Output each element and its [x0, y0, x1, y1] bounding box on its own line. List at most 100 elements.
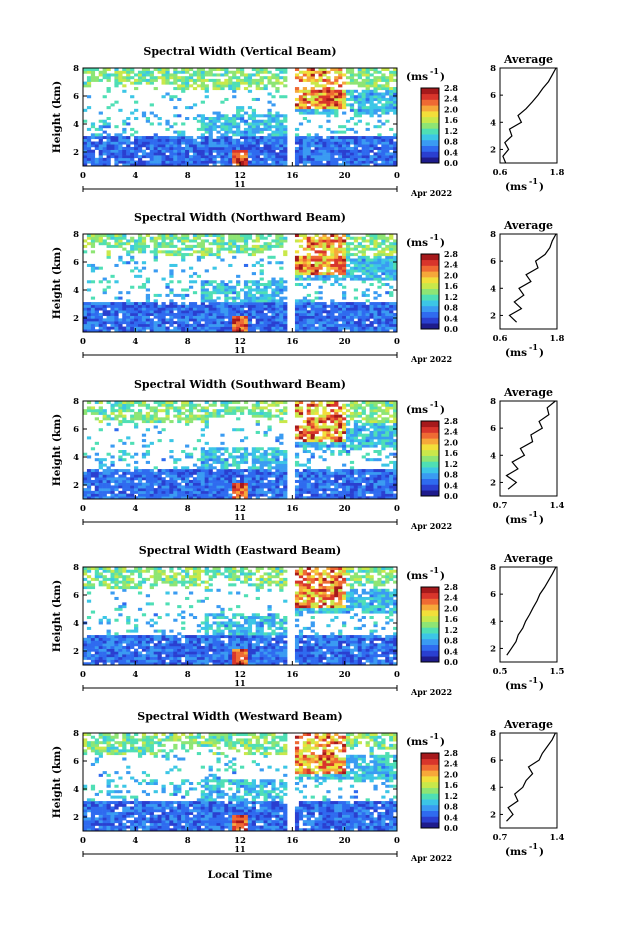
heatmap-cell: [87, 84, 91, 87]
heatmap-cell: [150, 103, 154, 106]
heatmap-cell: [146, 120, 150, 123]
heatmap-cell: [185, 316, 189, 319]
heatmap-cell: [385, 248, 389, 251]
heatmap-cell: [299, 494, 303, 497]
heatmap-cell: [342, 101, 346, 104]
heatmap-cell: [256, 455, 260, 458]
heatmap-cell: [189, 73, 193, 76]
heatmap-cell: [319, 297, 323, 300]
heatmap-cell: [326, 239, 330, 242]
heatmap-cell: [177, 84, 181, 87]
heatmap-cell: [326, 477, 330, 480]
heatmap-cell: [244, 120, 248, 123]
heatmap-cell: [322, 324, 326, 327]
heatmap-cell: [350, 259, 354, 262]
heatmap-cell: [252, 464, 256, 467]
heatmap-cell: [362, 308, 366, 311]
heatmap-cell: [338, 150, 342, 153]
heatmap-cell: [264, 477, 268, 480]
heatmap-cell: [279, 237, 283, 240]
heatmap-cell: [162, 308, 166, 311]
heatmap-cell: [95, 142, 99, 145]
heatmap-cell: [173, 82, 177, 85]
heatmap-cell: [158, 485, 162, 488]
heatmap-cell: [319, 142, 323, 145]
heatmap-cell: [299, 101, 303, 104]
heatmap-cell: [354, 488, 358, 491]
heatmap-cell: [354, 305, 358, 308]
colorbar-segment: [421, 140, 439, 146]
heatmap-cell: [283, 117, 287, 120]
heatmap-cell: [232, 450, 236, 453]
heatmap-cell: [201, 297, 205, 300]
heatmap-cell: [322, 71, 326, 74]
heatmap-cell: [213, 404, 217, 407]
heatmap-cell: [177, 494, 181, 497]
heatmap-cell: [252, 144, 256, 147]
heatmap-cell: [283, 131, 287, 134]
heatmap-cell: [103, 122, 107, 125]
heatmap-cell: [118, 404, 122, 407]
heatmap-cell: [338, 450, 342, 453]
heatmap-cell: [209, 464, 213, 467]
heatmap-cell: [377, 101, 381, 104]
colorbar-segment: [421, 134, 439, 140]
heatmap-cell: [142, 477, 146, 480]
heatmap-cell: [158, 324, 162, 327]
heatmap-cell: [373, 84, 377, 87]
heatmap-cell: [173, 131, 177, 134]
heatmap-cell: [107, 139, 111, 142]
heatmap-cell: [295, 261, 299, 264]
heatmap-cell: [114, 415, 118, 418]
heatmap-cell: [326, 76, 330, 79]
heatmap-cell: [197, 142, 201, 145]
heatmap-cell: [150, 420, 154, 423]
heatmap-cell: [315, 93, 319, 96]
heatmap-cell: [299, 261, 303, 264]
colorbar-tick-label: 2.8: [444, 249, 458, 259]
heatmap-cell: [334, 472, 338, 475]
heatmap-cell: [177, 237, 181, 240]
heatmap-cell: [134, 412, 138, 415]
heatmap-cell: [118, 480, 122, 483]
heatmap-cell: [228, 280, 232, 283]
heatmap-cell: [279, 278, 283, 281]
heatmap-cell: [110, 485, 114, 488]
heatmap-cell: [130, 313, 134, 316]
heatmap-cell: [91, 250, 95, 253]
heatmap-cell: [189, 316, 193, 319]
heatmap-cell: [107, 73, 111, 76]
heatmap-cell: [252, 120, 256, 123]
heatmap-cell: [122, 318, 126, 321]
heatmap-cell: [193, 272, 197, 275]
heatmap-cell: [326, 142, 330, 145]
heatmap-cell: [122, 261, 126, 264]
heatmap-cell: [193, 327, 197, 330]
heatmap-cell: [103, 308, 107, 311]
heatmap-cell: [150, 324, 154, 327]
heatmap-cell: [224, 155, 228, 158]
heatmap-cell: [279, 76, 283, 79]
heatmap-cell: [279, 245, 283, 248]
heatmap-cell: [271, 475, 275, 478]
heatmap-cell: [311, 310, 315, 313]
heatmap-cell: [346, 439, 350, 442]
heatmap-cell: [267, 488, 271, 491]
heatmap-cell: [381, 324, 385, 327]
heatmap-cell: [91, 161, 95, 164]
heatmap-cell: [322, 147, 326, 150]
heatmap-cell: [165, 494, 169, 497]
heatmap-cell: [138, 250, 142, 253]
heatmap-cell: [134, 324, 138, 327]
heatmap-cell: [142, 261, 146, 264]
heatmap-cell: [107, 133, 111, 136]
heatmap-cell: [358, 431, 362, 434]
heatmap-cell: [158, 242, 162, 245]
heatmap-cell: [334, 308, 338, 311]
heatmap-cell: [83, 155, 87, 158]
heatmap-cell: [267, 469, 271, 472]
heatmap-cell: [271, 291, 275, 294]
heatmap-cell: [232, 412, 236, 415]
heatmap-cell: [342, 131, 346, 134]
heatmap-cell: [83, 302, 87, 305]
